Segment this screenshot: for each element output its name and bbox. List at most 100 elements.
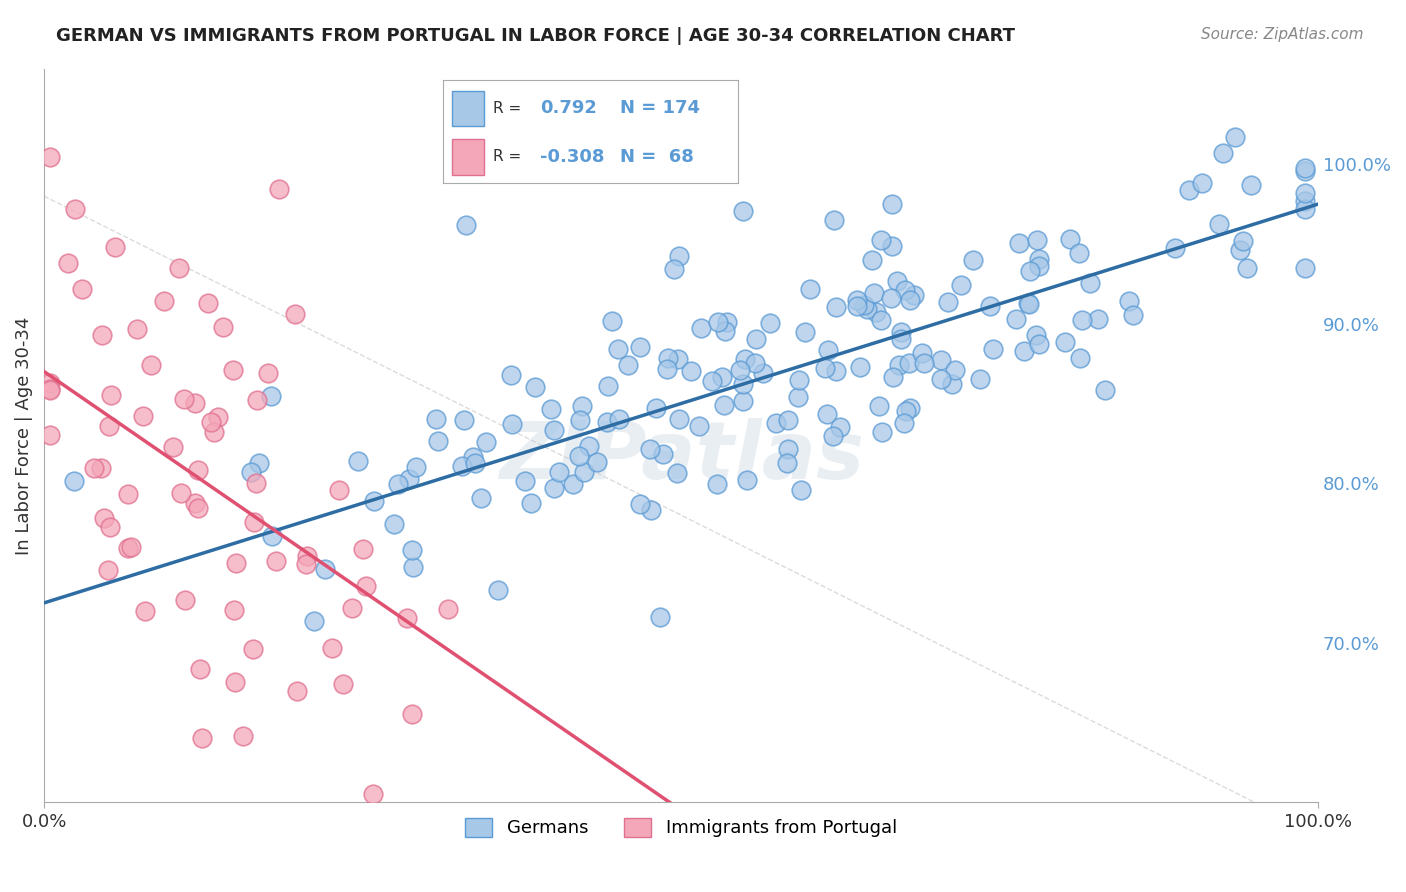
Point: [39, 428, 62, 442]
Point: [173, 593, 195, 607]
Point: [184, 496, 207, 510]
Point: [197, 295, 219, 310]
Point: [893, 417, 915, 431]
Point: [221, 363, 243, 377]
Point: [745, 333, 768, 347]
Bar: [451, 91, 484, 127]
Point: [744, 355, 766, 369]
Point: [395, 610, 418, 624]
Point: [1067, 245, 1090, 260]
Point: [596, 415, 619, 429]
Point: [817, 407, 839, 421]
Point: [578, 439, 600, 453]
Point: [398, 472, 420, 486]
Point: [894, 403, 917, 417]
Point: [665, 466, 688, 480]
Point: [402, 560, 425, 574]
Point: [120, 540, 142, 554]
Point: [824, 364, 846, 378]
Point: [153, 294, 176, 309]
Point: [860, 253, 883, 268]
Point: [862, 285, 884, 300]
Point: [911, 345, 934, 359]
Point: [1164, 241, 1187, 255]
Point: [125, 322, 148, 336]
Point: [897, 356, 920, 370]
Point: [814, 361, 837, 376]
Point: [285, 684, 308, 698]
Point: [758, 316, 780, 330]
Point: [571, 399, 593, 413]
Point: [870, 313, 893, 327]
Point: [284, 308, 307, 322]
Point: [1012, 343, 1035, 358]
Point: [401, 543, 423, 558]
Text: R =: R =: [494, 101, 526, 116]
Point: [943, 363, 966, 377]
Point: [1059, 231, 1081, 245]
Point: [97, 563, 120, 577]
Point: [1294, 260, 1316, 275]
Point: [912, 356, 935, 370]
Point: [264, 554, 287, 568]
Point: [295, 549, 318, 564]
Point: [295, 557, 318, 571]
Point: [332, 677, 354, 691]
Point: [849, 360, 872, 375]
Point: [886, 274, 908, 288]
Point: [427, 434, 450, 449]
Point: [1225, 130, 1247, 145]
Point: [668, 411, 690, 425]
Point: [600, 314, 623, 328]
Point: [856, 301, 879, 316]
Point: [1004, 312, 1026, 326]
Point: [828, 419, 851, 434]
Point: [882, 370, 904, 384]
Point: [453, 413, 475, 427]
Point: [903, 288, 925, 302]
Point: [167, 261, 190, 276]
Point: [868, 399, 890, 413]
Point: [817, 343, 839, 358]
Point: [488, 582, 510, 597]
Point: [91, 328, 114, 343]
Point: [628, 340, 651, 354]
Point: [1094, 383, 1116, 397]
Point: [929, 352, 952, 367]
Point: [450, 458, 472, 473]
Point: [63, 474, 86, 488]
Point: [93, 511, 115, 525]
Point: [98, 419, 121, 434]
Point: [728, 362, 751, 376]
Point: [242, 642, 264, 657]
Point: [1018, 297, 1040, 311]
Point: [363, 494, 385, 508]
Point: [162, 440, 184, 454]
Point: [1294, 186, 1316, 200]
Point: [100, 388, 122, 402]
Point: [437, 602, 460, 616]
Point: [104, 240, 127, 254]
Point: [870, 425, 893, 440]
Point: [240, 465, 263, 479]
Point: [628, 497, 651, 511]
Text: Source: ZipAtlas.com: Source: ZipAtlas.com: [1201, 27, 1364, 42]
Point: [132, 409, 155, 423]
Point: [1294, 161, 1316, 175]
Point: [1118, 293, 1140, 308]
Point: [638, 442, 661, 456]
Point: [865, 305, 887, 319]
Point: [513, 474, 536, 488]
Point: [898, 293, 921, 307]
Point: [543, 481, 565, 495]
Point: [321, 641, 343, 656]
Point: [543, 423, 565, 437]
Point: [645, 401, 668, 415]
Point: [845, 293, 868, 307]
Point: [187, 462, 209, 476]
Point: [1236, 260, 1258, 275]
Point: [1122, 308, 1144, 322]
Point: [464, 456, 486, 470]
Point: [1191, 176, 1213, 190]
Point: [702, 374, 724, 388]
